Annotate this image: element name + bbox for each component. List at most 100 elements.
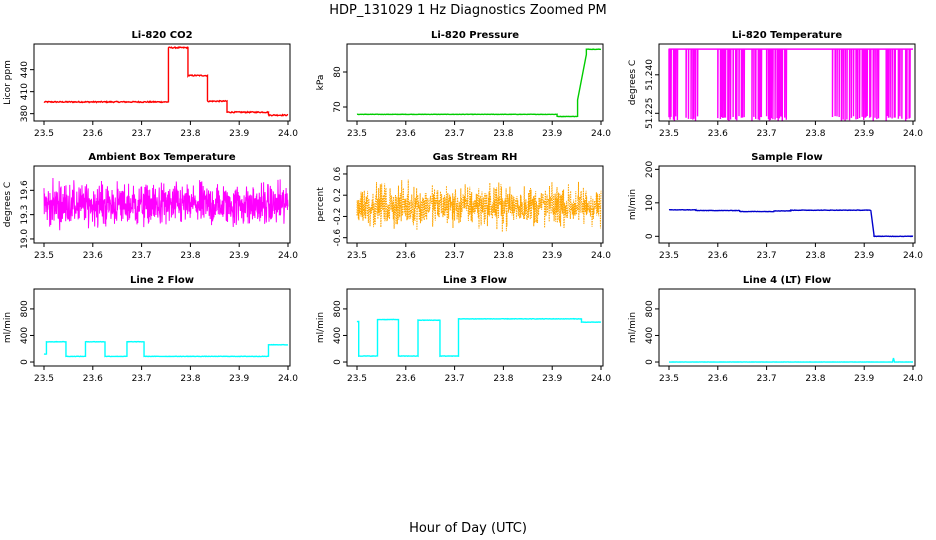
series-line: [43, 177, 289, 231]
panel-title: Sample Flow: [751, 152, 823, 163]
y-tick-label: 0.2: [333, 188, 343, 202]
x-tick-label: 23.8: [180, 251, 200, 261]
x-tick-label: 24.0: [591, 129, 611, 139]
x-tick-label: 23.9: [542, 374, 562, 384]
x-tick-label: 23.6: [396, 129, 416, 139]
y-axis-label: ml/min: [628, 312, 638, 343]
series-line: [43, 340, 289, 358]
x-tick-label: 23.8: [493, 374, 513, 384]
chart-panel: Line 3 Flow ml/min 23.5 23.6 23.7 23.8 23.9 24.…: [316, 275, 611, 384]
y-tick-label: 0.6: [333, 167, 343, 182]
y-tick-label: 19.0: [20, 229, 30, 249]
panel-title: Line 2 Flow: [130, 275, 194, 286]
plot-frame: [346, 43, 604, 122]
x-tick-label: 24.0: [903, 129, 923, 139]
y-tick-label: 19.3: [20, 205, 30, 225]
x-tick-label: 23.5: [347, 129, 367, 139]
chart-panel: Sample Flow ml/min 23.5 23.6 23.7 23.8 23.9 24.…: [628, 152, 923, 261]
y-axis-label: percent: [316, 187, 326, 222]
x-tick-label: 23.7: [132, 129, 152, 139]
x-tick-label: 23.5: [34, 129, 54, 139]
y-tick-label: -0.2: [333, 208, 343, 226]
y-axis-label: Licor ppm: [3, 60, 13, 105]
x-tick-label: 23.5: [34, 251, 54, 261]
x-tick-label: 23.8: [493, 251, 513, 261]
y-tick-label: 0: [333, 359, 343, 365]
y-tick-label: 0: [20, 359, 30, 365]
x-tick-label: 23.6: [396, 251, 416, 261]
x-tick-label: 23.9: [229, 129, 249, 139]
series-line: [43, 46, 289, 117]
x-tick-label: 24.0: [903, 374, 923, 384]
plot-frame: [346, 165, 604, 244]
x-tick-label: 23.8: [805, 374, 825, 384]
series-line: [668, 48, 913, 121]
y-tick-label: 440: [20, 61, 30, 78]
plot-frame: [346, 288, 604, 367]
x-tick-label: 23.5: [659, 374, 679, 384]
chart-panel: Line 4 (LT) Flow ml/min 23.5 23.6 23.7 23.8 23…: [628, 275, 923, 384]
y-axis-label: degrees C: [3, 182, 13, 227]
y-tick-label: 100: [645, 194, 655, 211]
y-tick-label: 51.240: [645, 59, 655, 91]
figure-x-axis-label: Hour of Day (UTC): [409, 521, 527, 536]
x-tick-label: 23.7: [757, 374, 777, 384]
chart-panel: Gas Stream RH percent 23.5 23.6 23.7 23.8 23.9…: [316, 152, 611, 261]
x-tick-label: 23.5: [34, 374, 54, 384]
chart-panel: Li-820 CO2 Licor ppm 23.5 23.6 23.7 23.8 23.9 2…: [3, 30, 298, 139]
x-tick-label: 24.0: [903, 251, 923, 261]
x-tick-label: 23.9: [542, 129, 562, 139]
panel-grid: Li-820 CO2 Licor ppm 23.5 23.6 23.7 23.8 23.9 2…: [3, 30, 923, 384]
y-tick-label: 800: [20, 300, 30, 317]
x-tick-label: 24.0: [278, 374, 298, 384]
y-tick-label: 0: [645, 233, 655, 239]
panel-title: Li-820 CO2: [131, 30, 192, 41]
x-tick-label: 24.0: [591, 374, 611, 384]
x-tick-label: 23.6: [83, 374, 103, 384]
x-tick-label: 23.5: [659, 251, 679, 261]
panel-title: Li-820 Pressure: [431, 30, 519, 41]
x-tick-label: 23.6: [396, 374, 416, 384]
y-tick-label: 800: [645, 300, 655, 317]
x-tick-label: 23.7: [445, 251, 465, 261]
y-tick-label: 19.6: [20, 180, 30, 200]
x-tick-label: 23.9: [854, 251, 874, 261]
panel-title: Li-820 Temperature: [732, 30, 842, 41]
series-line: [356, 179, 602, 232]
y-tick-label: 800: [333, 300, 343, 317]
x-tick-label: 23.7: [132, 251, 152, 261]
x-tick-label: 23.6: [708, 129, 728, 139]
y-axis-label: kPa: [316, 75, 326, 91]
y-tick-label: 380: [20, 105, 30, 122]
y-axis-label: ml/min: [3, 312, 13, 343]
y-tick-label: 70: [333, 101, 343, 113]
x-tick-label: 24.0: [278, 129, 298, 139]
x-tick-label: 23.7: [757, 129, 777, 139]
y-tick-label: 0: [645, 359, 655, 365]
figure-title: HDP_131029 1 Hz Diagnostics Zoomed PM: [329, 3, 607, 18]
y-tick-label: 400: [20, 327, 30, 344]
x-tick-label: 23.5: [347, 374, 367, 384]
chart-panel: Li-820 Temperature degrees C 23.5 23.6 23.7 2…: [628, 30, 923, 139]
x-tick-label: 23.9: [542, 251, 562, 261]
y-tick-label: 400: [645, 327, 655, 344]
x-tick-label: 23.8: [180, 374, 200, 384]
series-line: [356, 317, 602, 358]
plot-frame: [33, 165, 291, 244]
chart-panel: Line 2 Flow ml/min 23.5 23.6 23.7 23.8 23.9 24.…: [3, 275, 298, 384]
y-axis-label: degrees C: [628, 60, 638, 105]
x-tick-label: 23.6: [708, 251, 728, 261]
x-tick-label: 23.8: [805, 129, 825, 139]
panel-title: Gas Stream RH: [433, 152, 518, 163]
x-tick-label: 23.8: [493, 129, 513, 139]
y-tick-label: 410: [20, 83, 30, 100]
y-tick-label: 200: [645, 160, 655, 177]
y-tick-label: 51.225: [645, 98, 655, 130]
panel-title: Line 4 (LT) Flow: [743, 275, 831, 286]
y-axis-label: ml/min: [628, 189, 638, 220]
x-tick-label: 23.9: [229, 374, 249, 384]
panel-title: Line 3 Flow: [443, 275, 507, 286]
x-tick-label: 23.9: [854, 374, 874, 384]
x-tick-label: 23.8: [805, 251, 825, 261]
